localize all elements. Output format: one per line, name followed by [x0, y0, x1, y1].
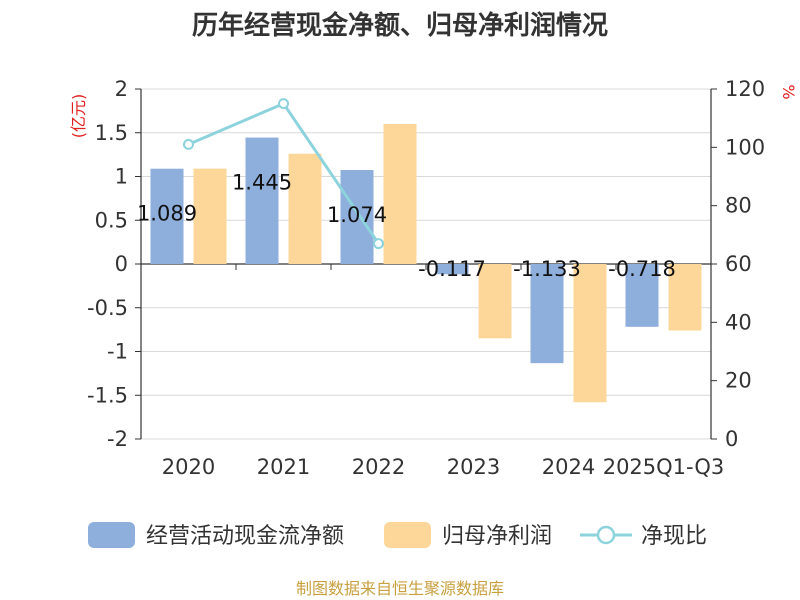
legend-marker — [596, 525, 616, 545]
right-tick-label: 20 — [725, 369, 752, 393]
category-label: 2025Q1-Q3 — [603, 455, 725, 479]
ratio-point — [278, 98, 289, 110]
cashflow-data-label: 1.074 — [327, 203, 387, 227]
ratio-point — [183, 138, 194, 150]
right-tick-label: 80 — [725, 194, 752, 218]
cashflow-bar — [340, 170, 374, 264]
cashflow-data-label: 1.089 — [137, 202, 197, 226]
net-profit-bar — [478, 264, 512, 339]
net-profit-bar — [573, 264, 607, 403]
right-axis-unit: % — [779, 84, 798, 99]
left-tick-label: 1.5 — [95, 121, 128, 145]
ratio-point — [373, 238, 384, 250]
right-tick-label: 100 — [725, 135, 765, 159]
cashflow-data-label: -1.133 — [513, 257, 581, 281]
cashflow-bar — [435, 264, 469, 275]
right-tick-label: 60 — [725, 252, 752, 276]
legend-swatch — [88, 522, 135, 548]
cashflow-data-label: 1.445 — [232, 171, 292, 195]
axes: 2 1.5 1 0.5 0 -0.5 -1 -1.5 -2 120 100 80 60 40 20 0 2020… — [87, 77, 765, 479]
source-note: 制图数据来自恒生聚源数据库 — [296, 579, 504, 598]
left-axis-unit: (亿元) — [69, 94, 88, 139]
cashflow-data-label: -0.718 — [608, 257, 676, 281]
category-label: 2024 — [542, 455, 595, 479]
right-tick-label: 40 — [725, 310, 752, 334]
left-tick-label: -2 — [107, 427, 128, 451]
left-tick-label: 0 — [115, 252, 128, 276]
left-tick-label: 0.5 — [95, 208, 128, 232]
net-profit-bar — [383, 124, 417, 264]
cashflow-bar — [625, 264, 659, 327]
left-tick-label: -0.5 — [87, 296, 128, 320]
net-profit-bar — [668, 264, 702, 331]
category-label: 2022 — [352, 455, 405, 479]
legend-label: 净现比 — [641, 524, 707, 549]
category-label: 2023 — [447, 455, 500, 479]
cashflow-bar — [245, 137, 279, 264]
net-profit-bar — [193, 168, 227, 264]
right-tick-label: 120 — [725, 77, 765, 101]
left-tick-label: 2 — [115, 77, 128, 101]
cashflow-bar — [150, 168, 184, 264]
category-label: 2021 — [257, 455, 310, 479]
left-tick-label: -1.5 — [87, 383, 128, 407]
legend-label: 归母净利润 — [442, 524, 552, 549]
legend-label: 经营活动现金流净额 — [146, 524, 344, 549]
line-series — [183, 98, 384, 250]
cashflow-bar — [530, 264, 564, 364]
bar-series — [150, 124, 702, 403]
left-tick-label: -1 — [107, 340, 128, 364]
cashflow-data-label: -0.117 — [418, 257, 486, 281]
net-profit-bar — [288, 153, 322, 264]
right-tick-label: 0 — [725, 427, 738, 451]
chart-title: 历年经营现金净额、归母净利润情况 — [192, 10, 608, 41]
data-labels: 1.089 1.445 1.074 -0.117 -1.133 -0.718 — [137, 171, 676, 281]
left-tick-label: 1 — [115, 165, 128, 189]
legend: 经营活动现金流净额 归母净利润 净现比 — [88, 522, 707, 549]
category-label: 2020 — [162, 455, 215, 479]
legend-swatch — [384, 522, 431, 548]
